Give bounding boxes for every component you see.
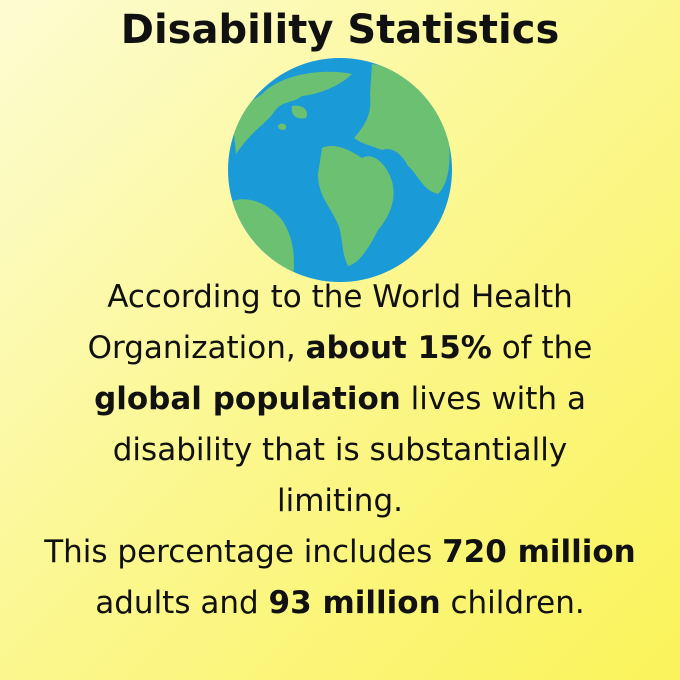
text-run: adults and (95, 585, 269, 621)
text-run: of the (491, 330, 593, 366)
text-run: This percentage includes (44, 534, 443, 570)
text-run: lives with a disability that is substant… (112, 381, 586, 519)
body-text: According to the World Health Organizati… (0, 272, 680, 629)
emphasis-text: 93 million (268, 585, 441, 621)
paragraph: This percentage includes 720 million adu… (5, 527, 675, 629)
paragraph: According to the World Health Organizati… (55, 272, 625, 527)
text-run: children. (440, 585, 585, 621)
emphasis-text: 720 million (442, 534, 636, 570)
text-run: According to the World Health Organizati… (87, 279, 573, 366)
emphasis-text: global population (94, 381, 401, 417)
title: Disability Statistics (120, 7, 560, 53)
globe-illustration (228, 58, 452, 282)
emphasis-text: about 15% (305, 330, 492, 366)
